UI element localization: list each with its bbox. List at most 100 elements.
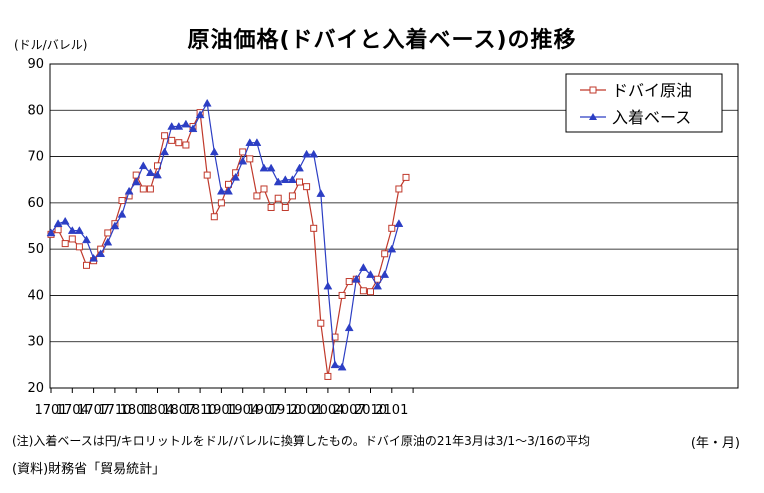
data-point [83, 261, 90, 269]
x-tick-label: 1710 [98, 403, 131, 418]
data-point [117, 209, 127, 218]
data-point [181, 119, 191, 128]
data-point [260, 185, 268, 193]
series-1 [47, 109, 410, 380]
data-point [387, 244, 397, 253]
data-point [259, 163, 269, 172]
data-point [168, 136, 176, 144]
data-point [67, 226, 77, 234]
data-point [273, 177, 283, 186]
data-point [316, 189, 326, 197]
data-point [138, 161, 148, 170]
legend-marker [589, 86, 597, 94]
series-2 [46, 98, 404, 371]
data-point [274, 194, 282, 202]
data-point [210, 213, 218, 221]
data-point [338, 291, 346, 299]
data-point [280, 175, 290, 183]
data-point [358, 263, 368, 271]
data-point [118, 197, 126, 205]
data-point [54, 226, 62, 234]
data-point [203, 171, 211, 179]
series-line [50, 101, 400, 368]
data-point [323, 281, 333, 290]
x-tick-label: 1904 [226, 403, 259, 418]
data-point [337, 362, 347, 371]
data-point [296, 178, 303, 186]
y-tick-label: 30 [27, 335, 44, 350]
data-point [373, 281, 383, 290]
data-point [345, 278, 353, 286]
x-tick-label: 1807 [162, 403, 195, 418]
data-point [75, 243, 83, 251]
x-tick-label: 2010 [354, 403, 387, 418]
data-point [224, 186, 233, 195]
x-axis-ticks: 1701170417071710180118041807181019011904… [34, 388, 414, 418]
legend-label: 入着ベース [612, 108, 691, 127]
data-point [182, 141, 190, 149]
data-point [246, 155, 254, 163]
data-point [110, 221, 120, 230]
y-tick-label: 40 [27, 288, 44, 303]
data-point [217, 199, 225, 207]
data-point [146, 185, 154, 193]
data-point [188, 124, 198, 133]
y-axis-unit: (ドル/バレル) [14, 38, 88, 52]
data-point [104, 229, 112, 237]
x-tick-label: 1704 [56, 403, 89, 418]
data-point [61, 240, 69, 248]
data-point [195, 110, 205, 119]
data-point [309, 149, 319, 158]
data-point [281, 203, 289, 211]
x-tick-label: 1907 [247, 403, 280, 418]
x-tick-label: 1707 [77, 403, 110, 418]
data-point [367, 288, 374, 296]
y-tick-label: 70 [27, 150, 44, 165]
x-tick-label: 2001 [290, 403, 323, 418]
data-point [394, 219, 404, 227]
data-point [266, 163, 276, 172]
data-point [374, 275, 382, 283]
data-point [267, 203, 275, 211]
data-point [167, 121, 177, 130]
data-point [131, 177, 141, 186]
x-tick-label: 1901 [205, 403, 238, 418]
data-point [344, 323, 354, 332]
x-tick-label: 1810 [184, 403, 217, 418]
x-tick-label: 2007 [333, 403, 366, 418]
data-point [366, 270, 375, 278]
data-point [287, 175, 297, 183]
x-tick-label: 2004 [311, 403, 344, 418]
x-tick-label: 1801 [120, 403, 153, 418]
data-point [253, 192, 261, 200]
legend-label: ドバイ原油 [612, 81, 692, 100]
legend-box [565, 73, 723, 133]
data-point [124, 186, 134, 195]
y-tick-label: 50 [27, 242, 44, 257]
data-point [288, 192, 296, 200]
x-tick-label: 1804 [141, 403, 174, 418]
data-point [53, 219, 63, 227]
y-axis-ticks: 20 30 40 50 60 70 80 90 [27, 57, 44, 396]
data-point [89, 253, 99, 262]
x-tick-label: 1701 [34, 403, 67, 418]
data-point [381, 250, 389, 258]
data-point [60, 216, 70, 225]
data-point [74, 226, 84, 234]
data-point [175, 139, 183, 147]
data-point [317, 319, 325, 327]
x-tick-label: 1910 [269, 403, 302, 418]
y-tick-label: 80 [27, 103, 44, 118]
data-point [96, 249, 106, 258]
source-note: (資料)財務省「貿易統計」 [12, 462, 166, 477]
data-point [295, 163, 304, 172]
data-point [202, 98, 212, 107]
data-point [302, 149, 312, 158]
data-point [231, 172, 241, 181]
data-point [388, 224, 396, 232]
data-point [46, 228, 56, 237]
y-tick-label: 20 [27, 381, 44, 396]
data-point [161, 132, 169, 140]
data-point [324, 372, 332, 380]
